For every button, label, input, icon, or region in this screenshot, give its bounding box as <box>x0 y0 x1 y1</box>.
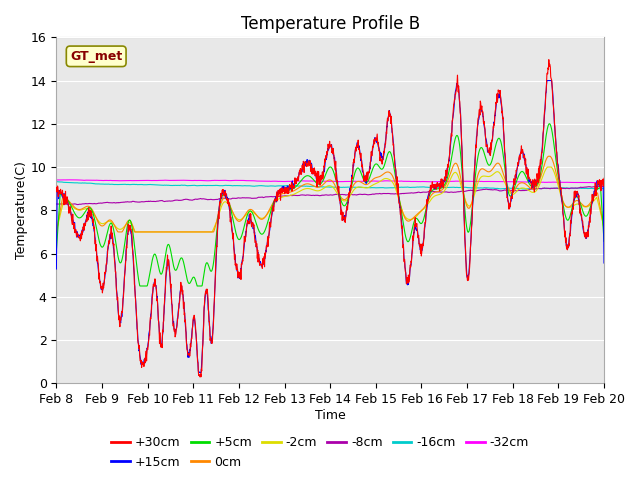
-8cm <box>536 186 543 192</box>
+5cm <box>546 121 554 127</box>
+15cm <box>536 168 543 174</box>
-16cm <box>52 179 60 184</box>
Line: +30cm: +30cm <box>56 60 604 377</box>
Title: Temperature Profile B: Temperature Profile B <box>241 15 420 33</box>
+30cm <box>196 374 204 380</box>
-2cm <box>52 228 60 234</box>
0cm <box>487 168 495 174</box>
+5cm <box>161 253 169 259</box>
+30cm <box>536 163 543 169</box>
+5cm <box>600 239 608 244</box>
-16cm <box>600 186 608 192</box>
+5cm <box>52 248 60 253</box>
-8cm <box>74 202 82 207</box>
Text: GT_met: GT_met <box>70 50 122 63</box>
-2cm <box>600 225 608 230</box>
-32cm <box>52 177 60 183</box>
-16cm <box>174 182 182 188</box>
0cm <box>52 229 60 235</box>
+15cm <box>415 243 423 249</box>
-32cm <box>161 177 169 183</box>
-32cm <box>600 180 608 185</box>
-2cm <box>536 182 543 188</box>
+15cm <box>236 272 244 278</box>
+5cm <box>175 261 182 267</box>
-8cm <box>161 198 169 204</box>
Line: 0cm: 0cm <box>56 156 604 232</box>
0cm <box>161 229 169 235</box>
-2cm <box>161 229 169 235</box>
Line: -32cm: -32cm <box>56 180 604 183</box>
+30cm <box>600 176 608 181</box>
0cm <box>175 229 182 235</box>
+5cm <box>536 176 543 182</box>
-16cm <box>519 186 527 192</box>
-16cm <box>161 182 169 188</box>
-16cm <box>536 186 543 192</box>
-2cm <box>415 210 423 216</box>
+5cm <box>136 283 144 289</box>
+15cm <box>161 293 169 299</box>
-8cm <box>175 197 182 203</box>
Line: +5cm: +5cm <box>56 124 604 286</box>
+5cm <box>415 219 423 225</box>
+30cm <box>174 312 182 318</box>
0cm <box>536 179 543 184</box>
+15cm <box>600 260 608 266</box>
-32cm <box>591 180 598 186</box>
-32cm <box>175 178 182 183</box>
-32cm <box>67 177 75 183</box>
-8cm <box>415 190 423 195</box>
-32cm <box>415 179 423 184</box>
+15cm <box>487 144 495 149</box>
-2cm <box>131 229 139 235</box>
-8cm <box>487 187 495 193</box>
-8cm <box>52 201 60 207</box>
-16cm <box>236 183 243 189</box>
+15cm <box>195 370 202 375</box>
Line: -16cm: -16cm <box>56 181 604 189</box>
0cm <box>114 229 122 235</box>
+30cm <box>52 185 60 191</box>
Y-axis label: Temperature(C): Temperature(C) <box>15 161 28 259</box>
-16cm <box>487 185 495 191</box>
Line: +15cm: +15cm <box>56 81 604 372</box>
+15cm <box>543 78 551 84</box>
Line: -8cm: -8cm <box>56 186 604 204</box>
-2cm <box>236 217 244 223</box>
0cm <box>545 154 552 159</box>
-8cm <box>600 184 608 190</box>
-2cm <box>175 229 182 235</box>
0cm <box>600 227 608 232</box>
Legend: +30cm, +15cm, +5cm, 0cm, -2cm, -8cm, -16cm, -32cm: +30cm, +15cm, +5cm, 0cm, -2cm, -8cm, -16… <box>106 432 534 474</box>
-16cm <box>415 184 423 190</box>
0cm <box>415 209 423 215</box>
-2cm <box>544 164 552 170</box>
+5cm <box>236 237 244 242</box>
+5cm <box>487 160 495 166</box>
Line: -2cm: -2cm <box>56 167 604 232</box>
+30cm <box>161 291 169 297</box>
+30cm <box>545 57 553 62</box>
0cm <box>236 218 244 224</box>
-32cm <box>487 179 495 184</box>
+15cm <box>174 309 182 315</box>
X-axis label: Time: Time <box>315 409 346 422</box>
-32cm <box>536 180 543 185</box>
+30cm <box>415 240 423 246</box>
+15cm <box>52 266 60 272</box>
-8cm <box>236 195 244 201</box>
+30cm <box>487 140 495 145</box>
-2cm <box>487 173 495 179</box>
-32cm <box>236 178 244 183</box>
-8cm <box>596 183 604 189</box>
+30cm <box>236 275 244 281</box>
